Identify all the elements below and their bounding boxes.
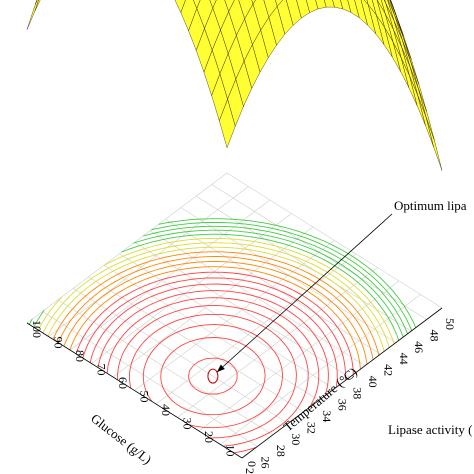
surface-patch	[332, 0, 344, 10]
x-tick-label: 100	[30, 320, 44, 338]
annotation-arrowhead	[216, 364, 225, 373]
contour-line	[158, 218, 417, 328]
y-tick-label: 36	[335, 399, 349, 411]
surface-patch	[224, 0, 235, 12]
surface-patch	[35, 0, 38, 5]
contour-line	[42, 242, 390, 348]
optimum-marker	[207, 368, 219, 384]
surface-patch	[209, 0, 217, 9]
response-surface	[26, 0, 443, 171]
surface-patch	[174, 0, 186, 13]
grid-line	[72, 288, 289, 424]
grid-line	[134, 241, 350, 378]
grid-line	[155, 253, 357, 405]
y-tick-label: 34	[320, 410, 334, 422]
contour-line	[117, 305, 309, 447]
contour-floor	[28, 218, 417, 454]
contour-line	[188, 357, 238, 395]
y-tick-label: 42	[381, 364, 395, 376]
contour-line	[63, 261, 368, 365]
surface-patch	[315, 0, 327, 10]
grid-line	[88, 276, 304, 413]
x-tick-label: 60	[116, 377, 130, 389]
y-tick-label: 46	[412, 341, 426, 353]
x-tick-label: 70	[95, 364, 109, 376]
y-tick-label: 26	[258, 456, 272, 468]
contour-line	[33, 233, 400, 341]
x-tick-label: 80	[73, 350, 87, 362]
y-tick-label: 40	[366, 376, 380, 388]
y-tick-label: 38	[351, 387, 365, 399]
axis-line	[26, 322, 243, 459]
contour-line	[82, 277, 346, 381]
surface-patch	[417, 95, 434, 148]
surface-patch	[251, 0, 256, 5]
contour-line	[129, 313, 297, 439]
y-tick-label: 32	[305, 422, 319, 434]
annotation-arrow	[216, 213, 393, 373]
contour-line	[28, 229, 404, 338]
grid-line	[134, 240, 335, 391]
contour-line	[47, 246, 385, 352]
contour-line	[75, 271, 354, 375]
contour-line	[97, 290, 329, 396]
annotation-text: Optimum lipa	[394, 198, 467, 213]
grid-line	[103, 265, 320, 401]
grid-line	[42, 311, 258, 447]
contour-line	[69, 266, 361, 370]
contour-line	[89, 283, 338, 388]
x-axis-label: Glucose (g/L)	[88, 411, 154, 467]
annotation: Optimum lipa	[216, 198, 467, 373]
y-tick-label: 50	[443, 318, 457, 330]
x-tick-label: 50	[138, 391, 152, 403]
surface-patch	[425, 116, 443, 171]
x-tick-label: 90	[52, 337, 66, 349]
surface-patch	[26, 0, 39, 30]
grid-line	[226, 172, 443, 309]
surface-patch	[238, 0, 254, 20]
grid-line	[165, 218, 381, 355]
grid-line	[69, 199, 271, 351]
x-tick-label: 40	[159, 404, 173, 416]
contour-line	[37, 237, 395, 345]
chart-axes	[26, 307, 443, 459]
grid-line	[220, 294, 421, 445]
x-tick-label: 30	[181, 418, 195, 430]
surface-patch	[390, 0, 396, 15]
x-tick-label: 10	[224, 445, 238, 457]
surface-patch	[324, 0, 335, 8]
grid-line	[196, 195, 412, 332]
x-tick-label: 20	[202, 431, 216, 443]
grid-line	[177, 267, 378, 418]
surface-patch	[193, 0, 201, 9]
surface-patch	[263, 0, 278, 18]
grid-line	[198, 280, 400, 432]
axis-line	[241, 307, 443, 459]
contour-line	[142, 324, 283, 429]
y-tick-label: 30	[289, 433, 303, 445]
contour-line	[160, 337, 266, 416]
contour-line	[52, 251, 380, 356]
y-tick-label: 28	[274, 445, 288, 457]
y-tick-label: 44	[397, 353, 411, 365]
contour-line	[142, 225, 409, 334]
tick-labels: 0102030405060708090100242628303234363840…	[30, 318, 457, 474]
x-tick-label: 0	[245, 461, 259, 467]
y-tick-label: 24	[243, 468, 257, 474]
surface-patch	[306, 0, 319, 13]
contour-line	[57, 256, 374, 360]
contour-line	[106, 297, 320, 454]
grid-line	[91, 213, 292, 364]
z-axis-label: Lipase activity (	[388, 422, 472, 437]
y-tick-label: 48	[428, 330, 442, 342]
surface-patch	[275, 0, 284, 7]
